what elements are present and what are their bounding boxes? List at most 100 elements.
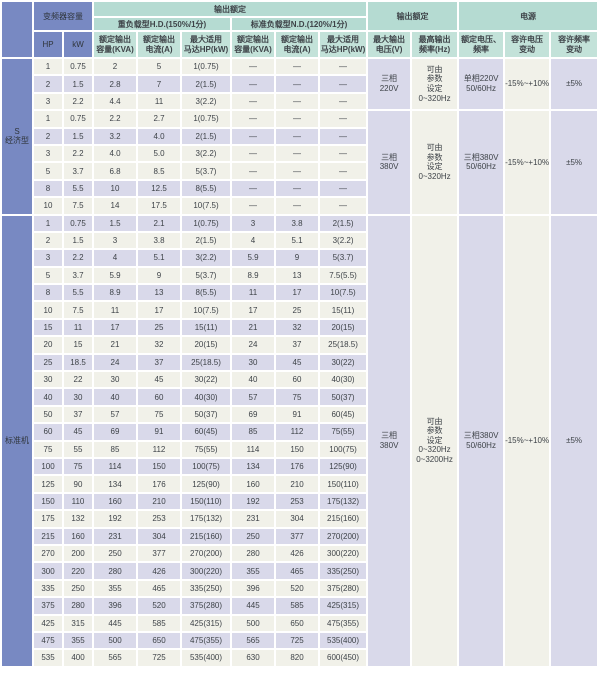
table-row: 8 5.5 10 12.5 8(5.5) — — — (2, 180, 597, 197)
header-rated-voltage-freq: 额定电压、 频率 (459, 32, 504, 57)
table-row: 10 7.5 14 17.5 10(7.5) — — — (2, 198, 597, 214)
header-output-rating: 输出额定 (94, 2, 367, 16)
cell-nd-kva: — (232, 198, 274, 214)
cell-max-output-freq: 可由 参数 设定 0~320Hz (412, 59, 458, 110)
cell-rated-voltage-freq: 三相380V 50/60Hz (459, 111, 504, 214)
cell-hd-kva: 231 (94, 528, 136, 544)
cell-nd-kva: 280 (232, 545, 274, 562)
table-row: 5 3.7 6.8 8.5 5(3.7) — — — (2, 163, 597, 179)
cell-hd-motor: 535(400) (182, 650, 230, 666)
cell-nd-kva: — (232, 180, 274, 197)
cell-rated-voltage-freq: 三相380V 50/60Hz (459, 215, 504, 666)
cell-nd-motor: 15(11) (320, 302, 367, 318)
cell-nd-motor: 30(22) (320, 354, 367, 371)
cell-kw: 55 (64, 441, 92, 457)
cell-hd-kva: 500 (94, 632, 136, 649)
cell-hp: 5 (34, 163, 62, 179)
cell-hd-kva: 40 (94, 389, 136, 405)
cell-kw: 200 (64, 545, 92, 562)
section-label: S 经济型 (2, 59, 32, 214)
cell-hd-motor: 3(2.2) (182, 250, 230, 266)
cell-hd-kva: 114 (94, 458, 136, 475)
table-row: 535 400 565 725 535(400) 630 820 600(450) (2, 650, 597, 666)
cell-hd-kva: 2.2 (94, 111, 136, 127)
cell-hp: 1 (34, 215, 62, 231)
cell-hp: 1 (34, 59, 62, 75)
cell-hd-motor: 175(132) (182, 511, 230, 527)
cell-kw: 250 (64, 580, 92, 597)
cell-hp: 2 (34, 76, 62, 92)
cell-nd-current: 13 (276, 267, 318, 284)
table-row: 215 160 231 304 215(160) 250 377 270(200) (2, 528, 597, 544)
cell-kw: 2.2 (64, 250, 92, 266)
cell-nd-kva: 30 (232, 354, 274, 371)
cell-nd-current: 725 (276, 632, 318, 649)
cell-hd-kva: 280 (94, 563, 136, 579)
cell-hd-current: 5.1 (138, 250, 180, 266)
cell-voltage-tolerance: -15%~+10% (505, 111, 550, 214)
cell-nd-motor: — (320, 145, 367, 162)
cell-kw: 2.2 (64, 145, 92, 162)
table-row: 475 355 500 650 475(355) 565 725 535(400) (2, 632, 597, 649)
cell-kw: 7.5 (64, 198, 92, 214)
cell-nd-current: 9 (276, 250, 318, 266)
header-kw: kW (64, 32, 92, 57)
cell-nd-current: 820 (276, 650, 318, 666)
cell-hd-current: 60 (138, 389, 180, 405)
cell-hd-motor: 50(37) (182, 406, 230, 423)
cell-hd-motor: 270(200) (182, 545, 230, 562)
cell-nd-current: — (276, 128, 318, 144)
cell-hd-motor: 3(2.2) (182, 145, 230, 162)
cell-hd-kva: 4.0 (94, 145, 136, 162)
cell-kw: 3.7 (64, 163, 92, 179)
cell-hd-kva: 11 (94, 302, 136, 318)
cell-kw: 1.5 (64, 232, 92, 249)
cell-kw: 5.5 (64, 285, 92, 301)
cell-nd-current: — (276, 198, 318, 214)
cell-nd-motor: — (320, 93, 367, 110)
cell-nd-current: 32 (276, 319, 318, 336)
cell-nd-kva: 565 (232, 632, 274, 649)
cell-hd-kva: 21 (94, 337, 136, 353)
table-row: 25 18.5 24 37 25(18.5) 30 45 30(22) (2, 354, 597, 371)
cell-hp: 5 (34, 267, 62, 284)
cell-hd-current: 7 (138, 76, 180, 92)
cell-voltage-tolerance: -15%~+10% (505, 59, 550, 110)
cell-kw: 220 (64, 563, 92, 579)
cell-nd-current: 465 (276, 563, 318, 579)
cell-hd-kva: 69 (94, 424, 136, 440)
cell-hp: 335 (34, 580, 62, 597)
table-row: 270 200 250 377 270(200) 280 426 300(220) (2, 545, 597, 562)
cell-hd-motor: 5(3.7) (182, 163, 230, 179)
header-max-output-voltage: 最大输出 电压(V) (368, 32, 411, 57)
cell-nd-current: 176 (276, 458, 318, 475)
cell-hd-kva: 3.2 (94, 128, 136, 144)
cell-nd-kva: 396 (232, 580, 274, 597)
cell-nd-kva: 8.9 (232, 267, 274, 284)
cell-nd-kva: 21 (232, 319, 274, 336)
cell-nd-motor: 7.5(5.5) (320, 267, 367, 284)
cell-hd-kva: 14 (94, 198, 136, 214)
cell-nd-current: — (276, 163, 318, 179)
cell-nd-kva: 160 (232, 476, 274, 492)
cell-hd-current: 253 (138, 511, 180, 527)
header-inverter-capacity: 变频器容量 (34, 2, 92, 30)
cell-hd-motor: 300(220) (182, 563, 230, 579)
cell-hd-motor: 100(75) (182, 458, 230, 475)
cell-kw: 355 (64, 632, 92, 649)
cell-hd-current: 5 (138, 59, 180, 75)
header-heavy-duty: 重负载型H.D.(150%/1分) (94, 18, 230, 30)
cell-nd-kva: 40 (232, 372, 274, 388)
cell-hd-current: 17 (138, 302, 180, 318)
cell-nd-current: — (276, 76, 318, 92)
cell-hd-current: 304 (138, 528, 180, 544)
cell-hd-motor: 15(11) (182, 319, 230, 336)
cell-max-output-freq: 可由 参数 设定 0~320Hz 0~3200Hz (412, 215, 458, 666)
cell-nd-motor: 100(75) (320, 441, 367, 457)
header-max-output-freq: 最高输出 频率(Hz) (412, 32, 458, 57)
cell-hd-kva: 2.8 (94, 76, 136, 92)
cell-hp: 3 (34, 250, 62, 266)
cell-nd-current: 426 (276, 545, 318, 562)
cell-nd-current: 150 (276, 441, 318, 457)
cell-hd-motor: 8(5.5) (182, 180, 230, 197)
